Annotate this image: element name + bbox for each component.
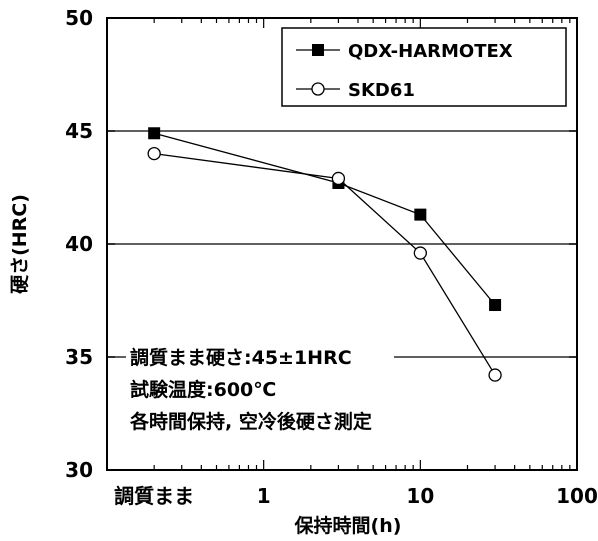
series-line-0 <box>153 132 496 306</box>
data-point-circle <box>331 171 346 186</box>
series-1 <box>147 146 502 382</box>
legend-item-0: QDX-HARMOTEX <box>296 41 513 62</box>
y-tick-label-40: 40 <box>65 232 93 256</box>
legend-marker-square <box>312 44 324 56</box>
legend-label: QDX-HARMOTEX <box>348 41 513 62</box>
annotation-background <box>126 346 394 370</box>
legend-marker-circle <box>311 82 325 96</box>
legend: QDX-HARMOTEX SKD61 <box>281 27 567 107</box>
data-point-circle <box>147 146 161 161</box>
tick-labels: 30 35 40 45 50 調質まま 1 10 100 <box>65 6 598 508</box>
y-axis-title: 硬さ(HRC) <box>9 194 31 294</box>
y-tick-label-50: 50 <box>65 6 93 30</box>
annotation-line-1: 調質まま硬さ:45±1HRC <box>130 346 352 369</box>
series-layer <box>147 127 502 382</box>
x-tick-label-3: 100 <box>556 484 598 508</box>
data-point-square <box>414 208 427 221</box>
y-tick-label-45: 45 <box>65 119 93 143</box>
legend-label: SKD61 <box>348 80 415 101</box>
data-point-square <box>489 299 502 312</box>
data-point-square <box>148 127 161 140</box>
annotation-line-2: 試験温度:600℃ <box>130 378 276 401</box>
legend-box <box>281 27 567 107</box>
x-axis-title: 保持時間(h) <box>294 514 402 537</box>
x-tick-label-0: 調質まま <box>114 484 194 508</box>
legend-item-1: SKD61 <box>296 80 415 101</box>
y-tick-label-30: 30 <box>65 458 93 482</box>
data-point-circle <box>488 368 502 382</box>
series-line-1 <box>154 152 496 376</box>
x-tick-label-1: 1 <box>257 484 271 508</box>
annotation-line-3: 各時間保持, 空冷後硬さ測定 <box>129 410 372 433</box>
y-tick-label-35: 35 <box>65 345 93 369</box>
data-point-circle <box>413 246 427 260</box>
gridlines <box>107 130 577 358</box>
series-0 <box>148 127 502 312</box>
annotations: 調質まま硬さ:45±1HRC 試験温度:600℃ 各時間保持, 空冷後硬さ測定 <box>126 346 394 433</box>
legend-items: QDX-HARMOTEX SKD61 <box>296 41 513 101</box>
axis-ticks <box>106 17 577 471</box>
x-tick-label-2: 10 <box>406 484 434 508</box>
